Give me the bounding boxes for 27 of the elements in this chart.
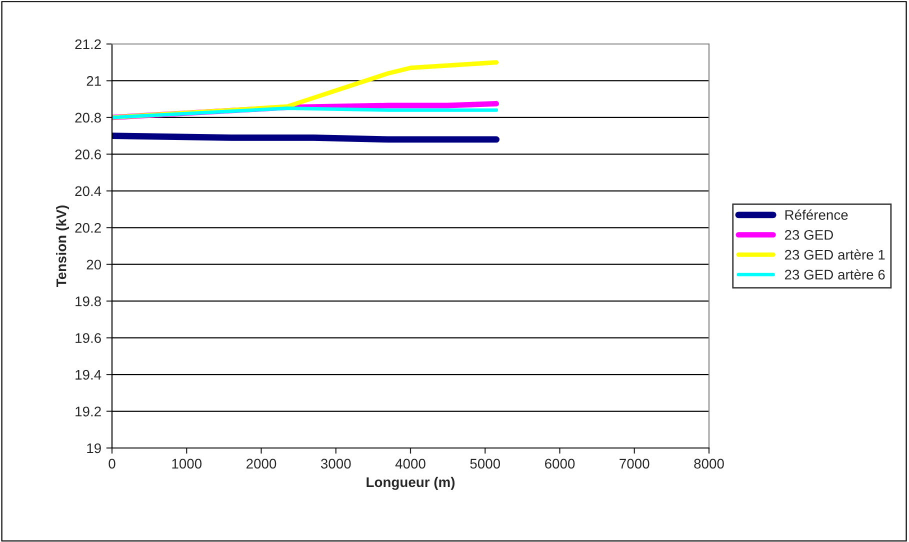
y-tick-label: 21 xyxy=(86,76,101,86)
y-tick-label: 20 xyxy=(86,260,102,270)
x-tick-label: 7000 xyxy=(620,458,650,469)
x-tick-label: 4000 xyxy=(395,458,426,469)
y-tick-label: 19 xyxy=(87,443,101,454)
y-tick-label: 19.8 xyxy=(76,296,101,306)
y-tick-label: 19.4 xyxy=(76,370,102,380)
y-tick-label: 20.4 xyxy=(75,186,102,196)
y-tick-label: 21.2 xyxy=(75,39,101,50)
legend-label: 23 GED artère 1 xyxy=(784,249,885,260)
x-tick-label: 3000 xyxy=(320,458,351,469)
x-tick-label: 5000 xyxy=(470,458,500,469)
y-tick-label: 19.2 xyxy=(76,406,101,416)
x-tick-label: 6000 xyxy=(545,458,575,469)
legend-label: 23 GED xyxy=(784,230,834,240)
y-axis-title: Tension (kV) xyxy=(56,206,69,287)
x-tick-label: 8000 xyxy=(694,458,724,469)
legend-label: 23 GED artère 6 xyxy=(784,269,885,280)
y-tick-label: 19.6 xyxy=(76,333,101,343)
y-tick-label: 20.8 xyxy=(75,112,101,123)
x-tick-label: 0 xyxy=(108,458,116,469)
legend-label: Référence xyxy=(785,210,848,220)
x-tick-label: 2000 xyxy=(246,458,276,469)
x-tick-label: 1000 xyxy=(172,458,202,469)
x-axis-title: Longueur (m) xyxy=(366,476,455,490)
y-tick-label: 20.2 xyxy=(75,222,101,233)
y-tick-label: 20.6 xyxy=(75,150,101,160)
